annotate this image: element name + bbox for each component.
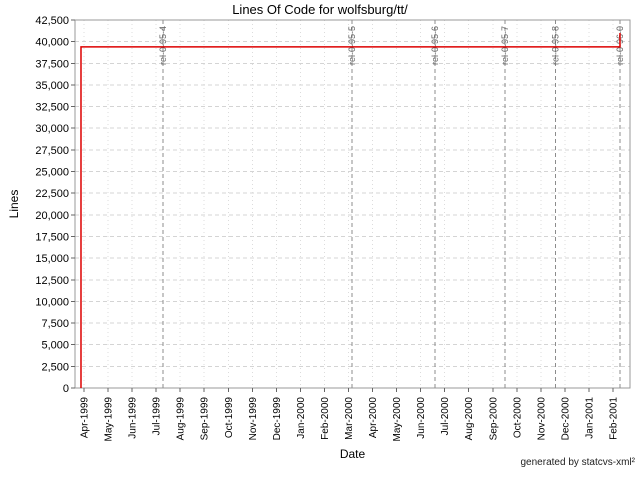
y-tick-label: 0: [63, 383, 69, 395]
x-tick-label: Sep-2000: [488, 397, 499, 441]
y-tick-label: 12,500: [35, 275, 69, 287]
x-tick-label: Feb-2001: [609, 397, 620, 440]
plot-border: [74, 19, 631, 389]
x-tick-label: Mar-2000: [344, 397, 355, 440]
release-label: rel-0-95-6: [430, 26, 440, 65]
x-tick-label: Sep-1999: [200, 397, 211, 441]
y-tick-label: 32,500: [35, 102, 69, 114]
release-label: rel-0-95-5: [347, 26, 357, 65]
y-tick-label: 17,500: [35, 231, 69, 243]
y-tick-label: 40,000: [35, 37, 69, 49]
x-tick-label: Dec-1999: [272, 397, 283, 441]
x-tick-label: Apr-1999: [80, 397, 91, 439]
footer-credit: generated by statcvs-xml²: [520, 457, 636, 468]
y-tick-label: 35,000: [35, 80, 69, 92]
x-tick-label: Jun-2000: [416, 397, 427, 439]
x-tick-label: Nov-2000: [536, 397, 547, 441]
x-tick-label: Oct-1999: [224, 397, 235, 439]
x-tick-label: Jul-2000: [440, 397, 451, 436]
y-tick-label: 7,500: [41, 318, 69, 330]
x-tick-label: May-2000: [392, 397, 403, 442]
x-tick-label: Jan-2000: [296, 397, 307, 439]
x-tick-label: Aug-2000: [464, 397, 475, 441]
x-tick-label: Apr-2000: [368, 397, 379, 439]
y-tick-label: 27,500: [35, 145, 69, 157]
y-tick-label: 5,000: [41, 340, 69, 352]
x-tick-label: May-1999: [104, 397, 115, 442]
x-tick-label: Aug-1999: [176, 397, 187, 441]
y-tick-label: 2,500: [41, 361, 69, 373]
y-tick-label: 42,500: [35, 15, 69, 27]
loc-series-line: [80, 32, 621, 388]
x-tick-label: Oct-2000: [512, 397, 523, 439]
y-tick-label: 25,000: [35, 167, 69, 179]
chart-title: Lines Of Code for wolfsburg/tt/: [232, 2, 408, 17]
release-label: rel-0-95-4: [158, 26, 168, 65]
x-axis-title: Date: [339, 447, 366, 461]
y-tick-label: 20,000: [35, 210, 69, 222]
x-tick-label: Jul-1999: [152, 397, 163, 436]
y-tick-label: 37,500: [35, 58, 69, 70]
x-tick-label: Feb-2000: [320, 397, 331, 440]
release-label: rel-0-95-8: [550, 26, 560, 65]
x-tick-label: Jun-1999: [128, 397, 139, 439]
y-tick-label: 15,000: [35, 253, 69, 265]
x-tick-label: Dec-2000: [560, 397, 571, 441]
release-label: rel-0-95-7: [500, 26, 510, 65]
x-tick-label: Jan-2001: [584, 397, 595, 439]
x-tick-label: Nov-1999: [248, 397, 259, 441]
y-tick-label: 22,500: [35, 188, 69, 200]
y-tick-label: 30,000: [35, 123, 69, 135]
y-tick-label: 10,000: [35, 296, 69, 308]
